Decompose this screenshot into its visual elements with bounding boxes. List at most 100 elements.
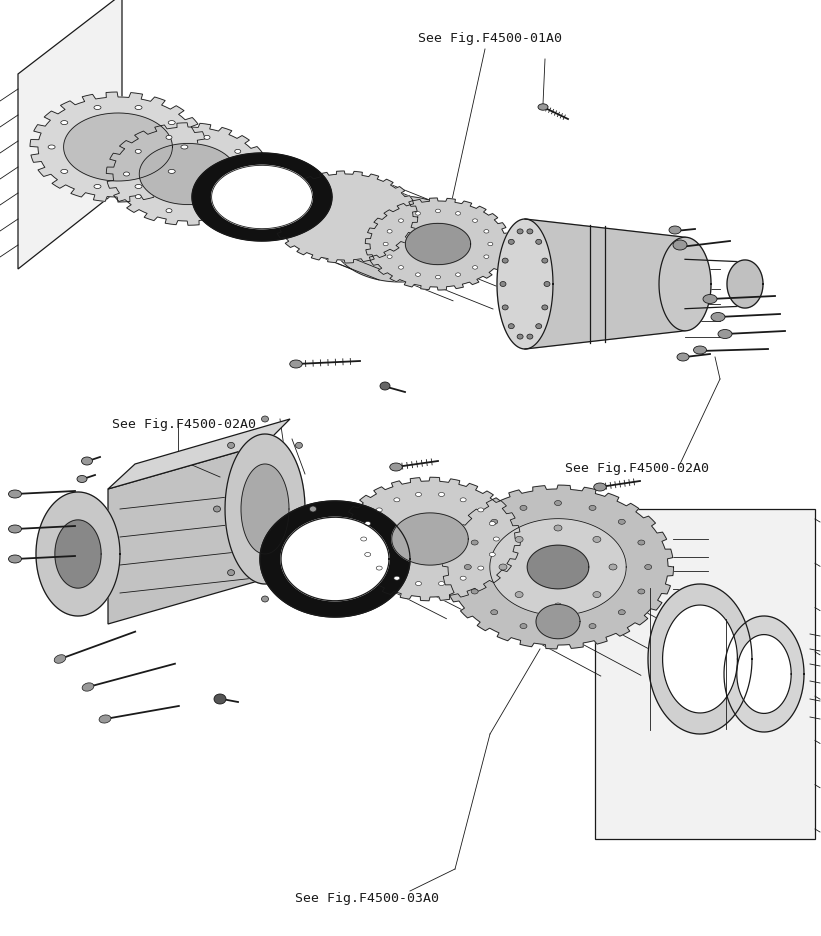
Ellipse shape bbox=[388, 256, 392, 259]
Ellipse shape bbox=[135, 196, 141, 199]
Polygon shape bbox=[36, 492, 120, 616]
Polygon shape bbox=[273, 172, 418, 264]
Polygon shape bbox=[108, 445, 265, 624]
Ellipse shape bbox=[94, 185, 101, 189]
Ellipse shape bbox=[8, 555, 21, 563]
Ellipse shape bbox=[61, 122, 68, 125]
Polygon shape bbox=[497, 220, 553, 350]
Polygon shape bbox=[192, 154, 332, 241]
Ellipse shape bbox=[554, 629, 562, 634]
Ellipse shape bbox=[8, 490, 21, 499]
Ellipse shape bbox=[99, 715, 111, 724]
Ellipse shape bbox=[484, 230, 488, 234]
Ellipse shape bbox=[491, 610, 498, 615]
Text: See Fig.F4500-02A0: See Fig.F4500-02A0 bbox=[565, 461, 709, 475]
Ellipse shape bbox=[61, 170, 68, 174]
Ellipse shape bbox=[489, 522, 495, 526]
Ellipse shape bbox=[609, 564, 617, 570]
Ellipse shape bbox=[246, 173, 253, 177]
Ellipse shape bbox=[415, 582, 421, 586]
Ellipse shape bbox=[383, 243, 388, 246]
Ellipse shape bbox=[135, 150, 141, 154]
Polygon shape bbox=[241, 464, 289, 554]
Ellipse shape bbox=[471, 590, 478, 594]
Ellipse shape bbox=[527, 229, 533, 235]
Ellipse shape bbox=[235, 150, 241, 154]
Ellipse shape bbox=[415, 212, 420, 216]
Ellipse shape bbox=[554, 501, 562, 506]
Ellipse shape bbox=[48, 146, 55, 150]
Ellipse shape bbox=[365, 522, 371, 526]
Ellipse shape bbox=[227, 443, 235, 449]
Ellipse shape bbox=[542, 305, 548, 311]
Ellipse shape bbox=[135, 107, 142, 110]
Ellipse shape bbox=[390, 463, 402, 472]
Ellipse shape bbox=[502, 305, 508, 311]
Ellipse shape bbox=[694, 346, 707, 355]
Ellipse shape bbox=[638, 540, 644, 546]
Ellipse shape bbox=[262, 596, 268, 603]
Ellipse shape bbox=[478, 566, 484, 570]
Polygon shape bbox=[406, 224, 470, 266]
Ellipse shape bbox=[536, 240, 542, 245]
Ellipse shape bbox=[415, 493, 421, 497]
Ellipse shape bbox=[638, 590, 644, 594]
Ellipse shape bbox=[394, 577, 400, 580]
Ellipse shape bbox=[82, 683, 94, 692]
Ellipse shape bbox=[669, 227, 681, 235]
Ellipse shape bbox=[204, 137, 210, 140]
Polygon shape bbox=[260, 502, 410, 618]
Ellipse shape bbox=[54, 655, 66, 664]
Ellipse shape bbox=[527, 335, 533, 340]
Ellipse shape bbox=[135, 185, 142, 189]
Ellipse shape bbox=[718, 330, 732, 339]
Ellipse shape bbox=[515, 537, 523, 543]
Ellipse shape bbox=[488, 243, 493, 246]
Ellipse shape bbox=[398, 267, 403, 270]
Ellipse shape bbox=[81, 458, 93, 465]
Polygon shape bbox=[736, 635, 791, 713]
Ellipse shape bbox=[673, 241, 687, 251]
Ellipse shape bbox=[520, 505, 527, 511]
Ellipse shape bbox=[168, 170, 175, 174]
Polygon shape bbox=[106, 124, 270, 226]
Ellipse shape bbox=[296, 570, 302, 576]
Polygon shape bbox=[595, 509, 815, 839]
Ellipse shape bbox=[227, 570, 235, 576]
Ellipse shape bbox=[213, 506, 221, 512]
Polygon shape bbox=[527, 546, 589, 589]
Polygon shape bbox=[648, 584, 752, 734]
Polygon shape bbox=[212, 167, 313, 229]
Polygon shape bbox=[332, 197, 468, 283]
Polygon shape bbox=[281, 518, 389, 601]
Ellipse shape bbox=[478, 508, 484, 512]
Ellipse shape bbox=[554, 525, 562, 532]
Ellipse shape bbox=[94, 107, 101, 110]
Ellipse shape bbox=[460, 498, 466, 503]
Ellipse shape bbox=[166, 137, 172, 140]
Ellipse shape bbox=[456, 212, 461, 216]
Ellipse shape bbox=[123, 173, 130, 177]
Polygon shape bbox=[663, 606, 737, 713]
Ellipse shape bbox=[703, 295, 717, 304]
Ellipse shape bbox=[310, 506, 317, 512]
Ellipse shape bbox=[544, 282, 550, 287]
Ellipse shape bbox=[435, 276, 441, 280]
Ellipse shape bbox=[456, 273, 461, 277]
Ellipse shape bbox=[593, 537, 601, 543]
Ellipse shape bbox=[593, 592, 601, 598]
Ellipse shape bbox=[499, 564, 507, 570]
Ellipse shape bbox=[438, 493, 444, 497]
Polygon shape bbox=[63, 114, 172, 182]
Polygon shape bbox=[30, 93, 206, 203]
Ellipse shape bbox=[235, 196, 241, 199]
Ellipse shape bbox=[491, 519, 498, 525]
Ellipse shape bbox=[435, 210, 441, 213]
Ellipse shape bbox=[489, 553, 495, 557]
Polygon shape bbox=[365, 198, 511, 291]
Text: See Fig.F4500-01A0: See Fig.F4500-01A0 bbox=[418, 32, 562, 45]
Ellipse shape bbox=[473, 220, 478, 223]
Ellipse shape bbox=[517, 335, 523, 340]
Ellipse shape bbox=[365, 553, 371, 557]
Ellipse shape bbox=[644, 565, 652, 570]
